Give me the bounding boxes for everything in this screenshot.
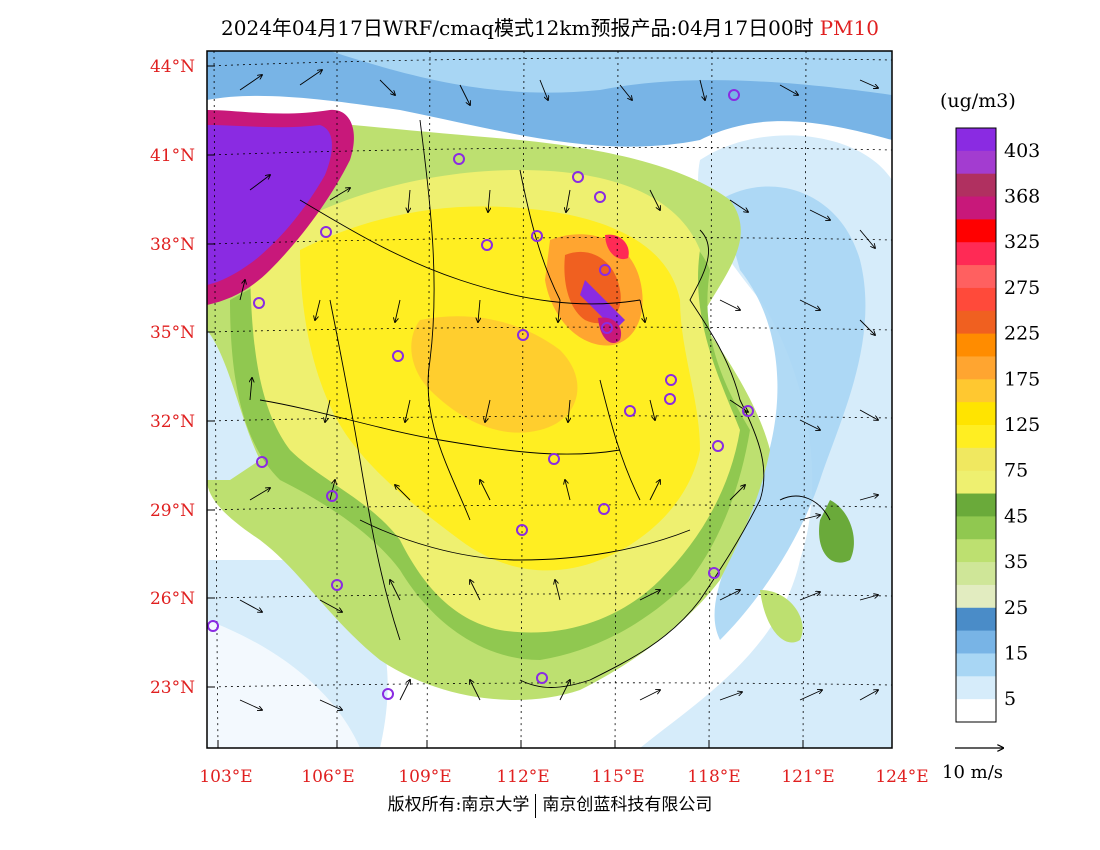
lat-label: 29°N	[150, 501, 195, 521]
legend-label: 275	[1004, 277, 1040, 299]
map-frame	[206, 50, 893, 749]
lat-label: 35°N	[150, 323, 195, 343]
legend-frame	[955, 127, 997, 723]
vector-key-label: 10 m/s	[942, 762, 1003, 783]
lat-label: 44°N	[150, 57, 195, 77]
legend-swatch	[956, 379, 996, 403]
city-markers	[207, 89, 754, 700]
legend-swatch	[956, 676, 996, 700]
legend-units: (ug/m3)	[940, 90, 1016, 112]
legend-swatch	[956, 584, 996, 609]
lon-label: 103°E	[199, 767, 252, 787]
lat-labels: 44°N 41°N 38°N 35°N 32°N 29°N 26°N 23°N	[150, 57, 195, 698]
lon-label: 109°E	[398, 767, 451, 787]
legend-label: 225	[1004, 323, 1040, 345]
copyright-footer: 版权所有:南京大学 南京创蓝科技有限公司	[0, 790, 1100, 818]
lon-label: 124°E	[875, 767, 928, 787]
lon-label: 112°E	[496, 767, 549, 787]
legend-swatch	[956, 356, 996, 380]
map-title: 2024年04月17日WRF/cmaq模式12km预报产品:04月17日00时 P…	[0, 12, 1100, 41]
legend-label: 35	[1004, 551, 1028, 573]
legend-label: 325	[1004, 231, 1040, 253]
legend-swatch	[956, 173, 996, 198]
lat-label: 26°N	[150, 589, 195, 609]
lon-labels: 103°E 106°E 109°E 112°E 115°E 118°E 121°…	[199, 767, 928, 787]
legend-label: 403	[1004, 140, 1040, 162]
legend-label: 45	[1004, 505, 1028, 527]
lon-label: 115°E	[591, 767, 644, 787]
legend-swatch	[956, 333, 996, 357]
legend-swatch	[956, 310, 996, 335]
legend-swatch	[956, 470, 996, 495]
legend-swatch	[956, 699, 996, 723]
legend-swatch	[956, 150, 996, 175]
title-pollutant: PM10	[819, 16, 879, 40]
lat-label: 38°N	[150, 235, 195, 255]
lat-label: 32°N	[150, 412, 195, 432]
legend-swatch	[956, 516, 996, 540]
tick-marks	[207, 65, 893, 748]
legend-swatch	[956, 219, 996, 243]
concentration-field	[207, 51, 892, 748]
legend-swatch	[956, 630, 996, 654]
footer-left: 版权所有:南京大学	[387, 795, 530, 815]
boundaries	[259, 119, 831, 688]
legend-swatch	[956, 607, 996, 632]
lat-label: 23°N	[150, 678, 195, 698]
wind-vectors	[239, 70, 878, 710]
legend-labels: 403 368 325 275 225 175 125 75 45 35 25 15 5	[1004, 140, 1040, 710]
legend-label: 5	[1004, 688, 1016, 710]
legend-swatch	[956, 402, 996, 426]
legend-swatch	[956, 562, 996, 586]
lon-label: 118°E	[687, 767, 740, 787]
legend-swatch	[956, 287, 996, 312]
footer-separator	[535, 793, 537, 818]
legend-colorbar	[955, 127, 997, 723]
legend-swatch	[956, 128, 996, 152]
legend-swatch	[956, 653, 996, 677]
lon-label: 106°E	[301, 767, 354, 787]
legend-label: 368	[1004, 186, 1040, 208]
legend-label: 25	[1004, 597, 1028, 619]
legend-swatch	[956, 539, 996, 563]
title-main: 2024年04月17日WRF/cmaq模式12km预报产品:04月17日00时	[221, 16, 814, 40]
legend-label: 125	[1004, 414, 1040, 436]
lat-label: 41°N	[150, 146, 195, 166]
lon-label: 121°E	[781, 767, 834, 787]
legend-label: 175	[1004, 368, 1040, 390]
graticule	[207, 51, 892, 748]
legend-label: 15	[1004, 642, 1028, 664]
legend-swatch	[956, 242, 996, 266]
legend-swatch	[956, 196, 996, 220]
legend-swatch	[956, 447, 996, 472]
legend-swatch	[956, 493, 996, 517]
footer-right: 南京创蓝科技有限公司	[542, 795, 713, 815]
legend-label: 75	[1004, 460, 1028, 482]
legend-swatch	[956, 425, 996, 449]
legend-swatch	[956, 265, 996, 289]
